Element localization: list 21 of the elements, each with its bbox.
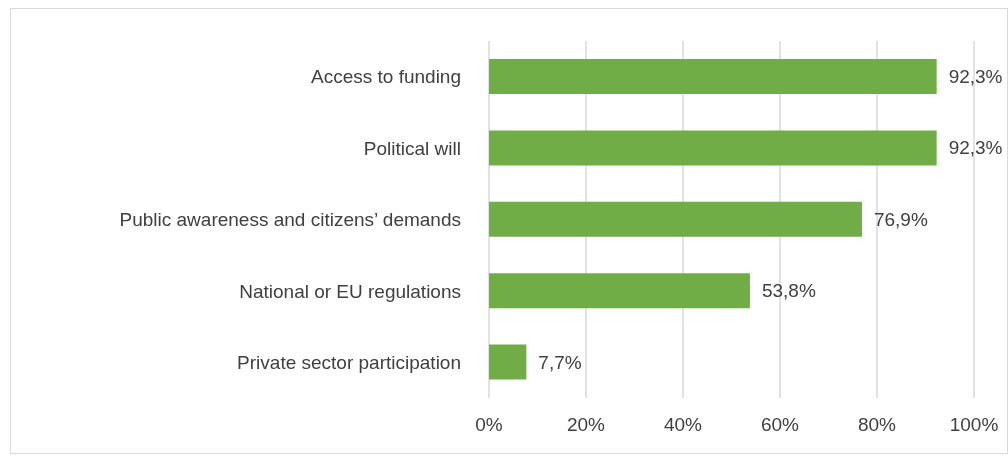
- x-tick-label: 20%: [566, 414, 606, 436]
- x-tick-label: 60%: [760, 414, 800, 436]
- y-tick-label: Private sector participation: [237, 352, 461, 374]
- data-label: 7,7%: [538, 351, 582, 373]
- x-tick-label: 100%: [949, 414, 999, 436]
- y-tick-label: Public awareness and citizens’ demands: [119, 209, 461, 231]
- x-tick-label: 0%: [475, 414, 503, 436]
- data-label: 92,3%: [948, 66, 1003, 87]
- data-label: 76,9%: [873, 208, 928, 230]
- data-label: 53,8%: [761, 280, 816, 302]
- y-tick-label: Access to funding: [311, 66, 461, 88]
- x-tick-label: 80%: [857, 414, 897, 436]
- bar: [489, 201, 862, 237]
- bar: [489, 130, 937, 166]
- bar: [489, 59, 937, 94]
- bar: [489, 273, 750, 309]
- y-tick-label: Political will: [363, 137, 461, 159]
- x-tick-label: 40%: [663, 414, 703, 436]
- y-tick-label: National or EU regulations: [239, 280, 461, 302]
- bar: [489, 344, 527, 380]
- data-label: 92,3%: [948, 137, 1003, 159]
